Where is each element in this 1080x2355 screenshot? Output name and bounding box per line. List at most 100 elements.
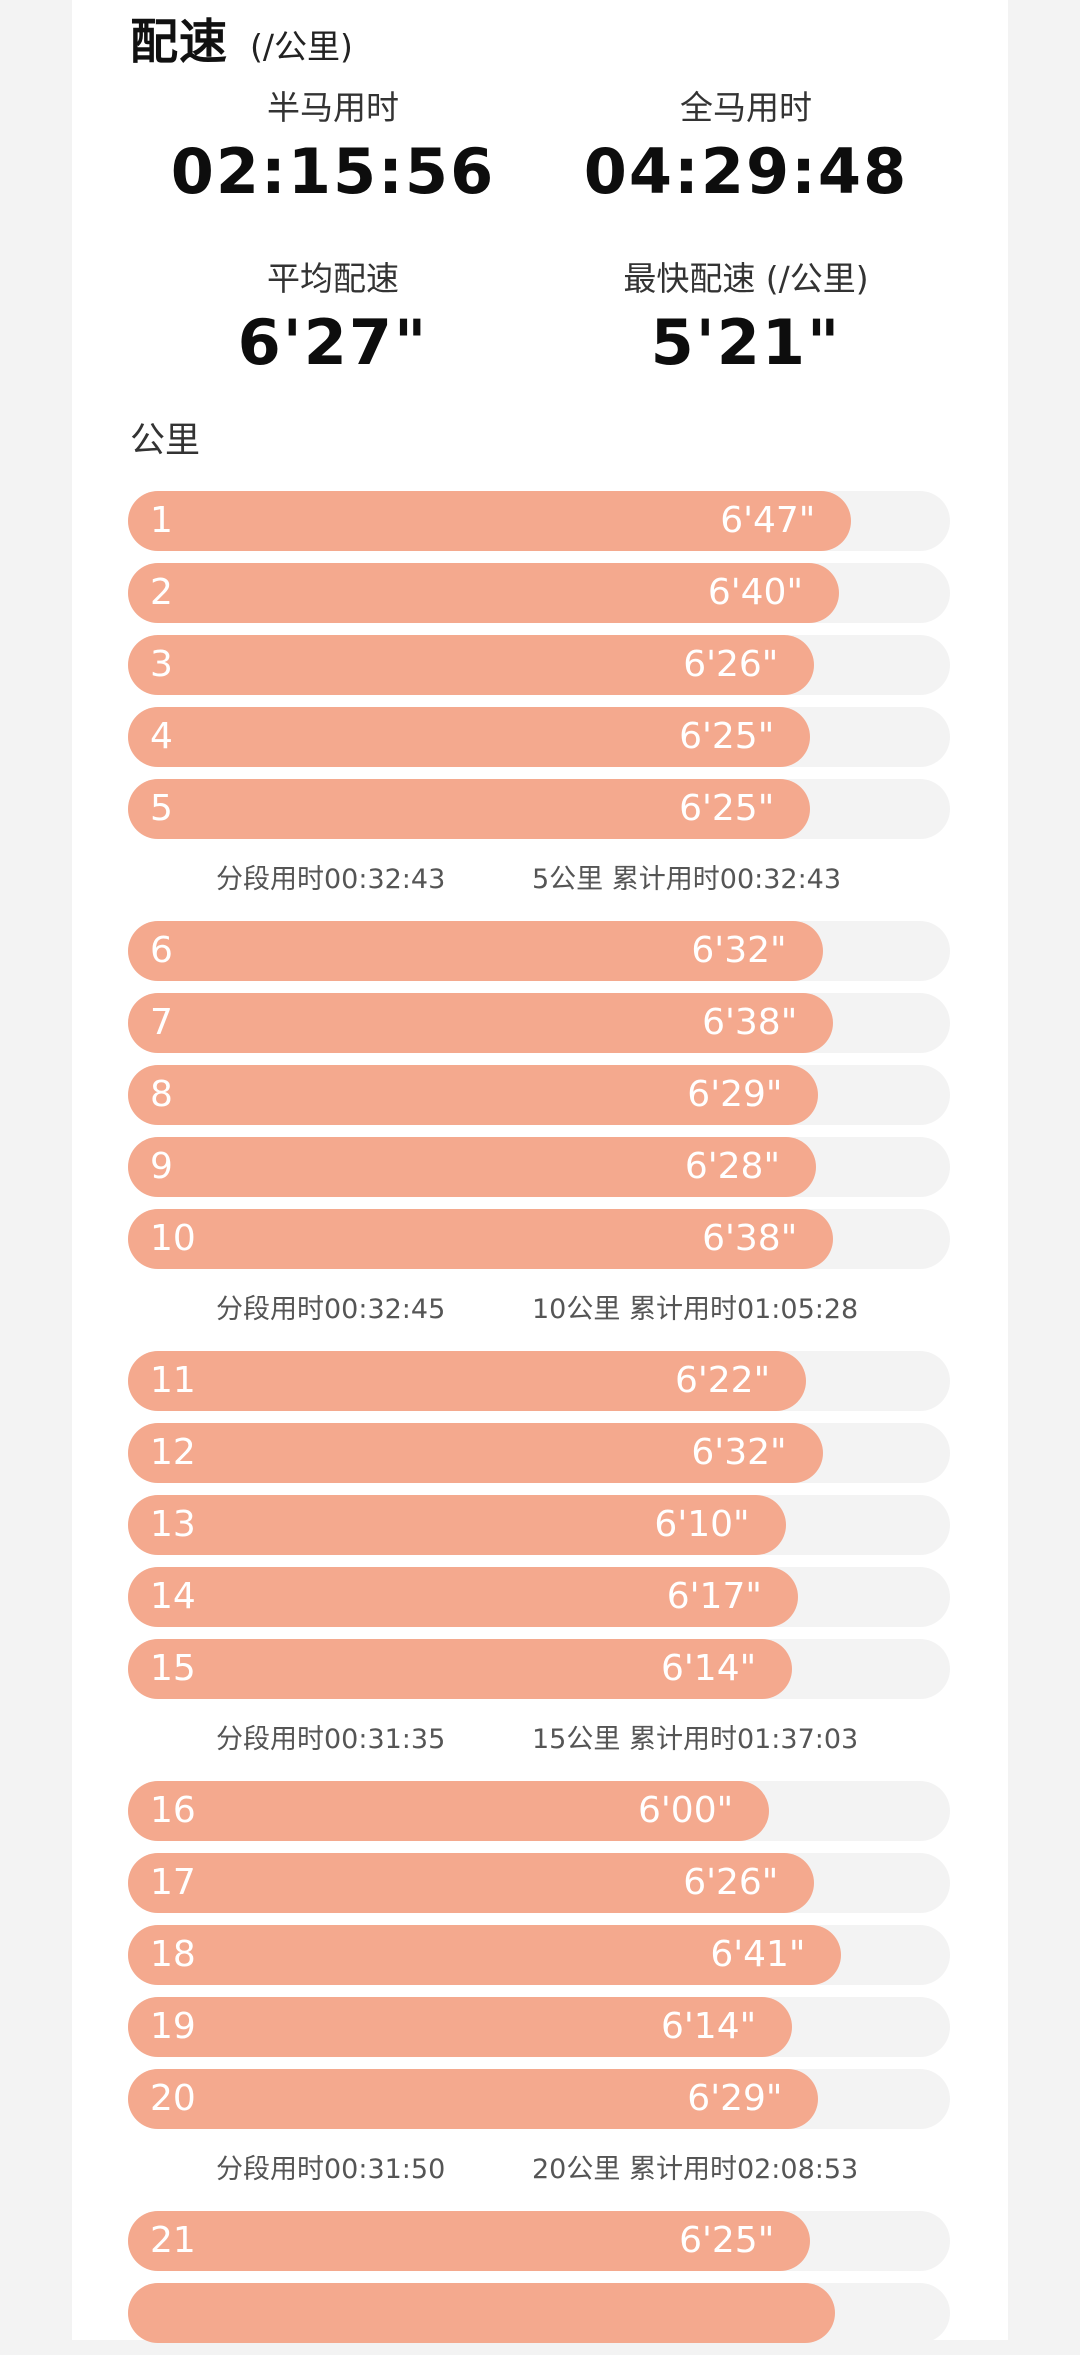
split-pace: 6'26": [683, 1862, 779, 1903]
split-bar: 15 6'14": [128, 1639, 793, 1699]
section-title: 配速: [130, 14, 229, 70]
split-km: 7: [150, 1002, 173, 1043]
split-km: 18: [150, 1934, 196, 1975]
average-pace-value: 6'27": [237, 306, 429, 379]
split-row: 17 6'26": [128, 1853, 950, 1913]
average-pace-stat: 平均配速 6'27": [123, 255, 543, 383]
split-pace: 6'29": [687, 1074, 783, 1115]
split-bar: 6 6'32": [128, 921, 823, 981]
split-bar: 17 6'26": [128, 1853, 815, 1913]
split-row: 3 6'26": [128, 635, 950, 695]
split-pace: 6'38": [702, 1218, 798, 1259]
split-summary: 分段用时00:31:50 20公里 累计用时02:08:53: [128, 2141, 950, 2204]
split-pace: 6'41": [710, 1934, 806, 1975]
split-pace: 6'14": [661, 2006, 757, 2047]
half-marathon-stat: 半马用时 02:15:56: [123, 84, 543, 212]
split-bar: 12 6'32": [128, 1423, 823, 1483]
segment-time: 分段用时00:32:45: [216, 1294, 446, 1325]
average-pace-label: 平均配速: [267, 259, 399, 298]
split-pace: 6'32": [691, 1432, 787, 1473]
cumulative-time: 20公里 累计用时02:08:53: [532, 2154, 859, 2185]
half-marathon-value: 02:15:56: [170, 135, 496, 208]
split-summary: 分段用时00:32:45 10公里 累计用时01:05:28: [128, 1281, 950, 1344]
split-pace: 6'38": [702, 1002, 798, 1043]
split-row: 13 6'10": [128, 1495, 950, 1555]
split-row: 14 6'17": [128, 1567, 950, 1627]
split-row: 5 6'25": [128, 779, 950, 839]
split-bar: 20 6'29": [128, 2069, 819, 2129]
split-bar: 3 6'26": [128, 635, 815, 695]
split-bar: 18 6'41": [128, 1925, 842, 1985]
split-km: 2: [150, 572, 173, 613]
split-row: 15 6'14": [128, 1639, 950, 1699]
split-row: 8 6'29": [128, 1065, 950, 1125]
split-km: 12: [150, 1432, 196, 1473]
split-km: 15: [150, 1648, 196, 1689]
split-pace: 6'32": [691, 930, 787, 971]
split-summary: 分段用时00:32:43 5公里 累计用时00:32:43: [128, 851, 950, 914]
split-list[interactable]: 1 6'47" 2 6'40" 3 6'26" 4 6'25": [128, 491, 950, 2355]
split-row: 9 6'28": [128, 1137, 950, 1197]
full-marathon-label: 全马用时: [680, 88, 812, 127]
split-pace: 6'00": [637, 1790, 734, 1831]
split-km: 10: [150, 1218, 196, 1259]
full-marathon-stat: 全马用时 04:29:48: [536, 84, 956, 212]
split-bar: 14 6'17": [128, 1567, 798, 1627]
split-row: 21 6'25": [128, 2211, 950, 2271]
split-km: 5: [150, 788, 173, 829]
cumulative-time: 15公里 累计用时01:37:03: [532, 1724, 859, 1755]
cumulative-time: 10公里 累计用时01:05:28: [532, 1294, 859, 1325]
split-km: 13: [150, 1504, 196, 1545]
split-row: 2 6'40": [128, 563, 950, 623]
split-bar: 16 6'00": [128, 1781, 770, 1841]
split-km: 1: [150, 500, 173, 541]
km-column-heading: 公里: [130, 421, 201, 461]
segment-time: 分段用时00:31:50: [216, 2154, 446, 2185]
split-row: 4 6'25": [128, 707, 950, 767]
split-km: 17: [150, 1862, 196, 1903]
split-pace: 6'22": [674, 1360, 771, 1401]
section-unit: (/公里): [250, 27, 353, 66]
split-row: 20 6'29": [128, 2069, 950, 2129]
split-pace: 6'25": [679, 2220, 775, 2261]
split-pace: 6'25": [679, 788, 775, 829]
split-row: 12 6'32": [128, 1423, 950, 1483]
split-km: 6: [150, 930, 173, 971]
split-pace: 6'10": [654, 1504, 750, 1545]
fastest-pace-label: 最快配速 (/公里): [623, 259, 869, 298]
split-bar: 19 6'14": [128, 1997, 793, 2057]
fastest-pace-value: 5'21": [650, 306, 842, 379]
fastest-pace-stat: 最快配速 (/公里) 5'21": [536, 255, 956, 383]
split-pace: 6'29": [687, 2078, 783, 2119]
split-row: 6 6'32": [128, 921, 950, 981]
split-row: 10 6'38": [128, 1209, 950, 1269]
segment-time: 分段用时00:32:43: [216, 864, 446, 895]
split-km: 8: [150, 1074, 173, 1115]
split-pace: 6'25": [679, 716, 775, 757]
split-pace: 6'28": [684, 1146, 780, 1187]
split-pace: 6'47": [720, 500, 816, 541]
split-row: 1 6'47": [128, 491, 950, 551]
split-bar: 1 6'47": [128, 491, 852, 551]
half-marathon-label: 半马用时: [267, 88, 399, 127]
split-pace: 6'26": [683, 644, 779, 685]
split-row: 7 6'38": [128, 993, 950, 1053]
split-pace: 6'17": [666, 1576, 762, 1617]
split-km: 19: [150, 2006, 196, 2047]
split-km: 4: [150, 716, 173, 757]
split-row: 18 6'41": [128, 1925, 950, 1985]
split-km: 14: [150, 1576, 196, 1617]
split-bar: 4 6'25": [128, 707, 811, 767]
split-km: 9: [150, 1146, 173, 1187]
split-pace: 6'14": [661, 1648, 757, 1689]
split-km: 11: [150, 1360, 196, 1401]
split-pace: 6'40": [707, 572, 804, 613]
split-row: 11 6'22": [128, 1351, 950, 1411]
split-km: 3: [150, 644, 173, 685]
split-bar: 11 6'22": [128, 1351, 807, 1411]
split-km: 20: [150, 2078, 196, 2119]
split-summary: 分段用时00:31:35 15公里 累计用时01:37:03: [128, 1711, 950, 1774]
split-bar: [128, 2283, 835, 2343]
section-header: 配速 (/公里): [130, 2, 353, 70]
